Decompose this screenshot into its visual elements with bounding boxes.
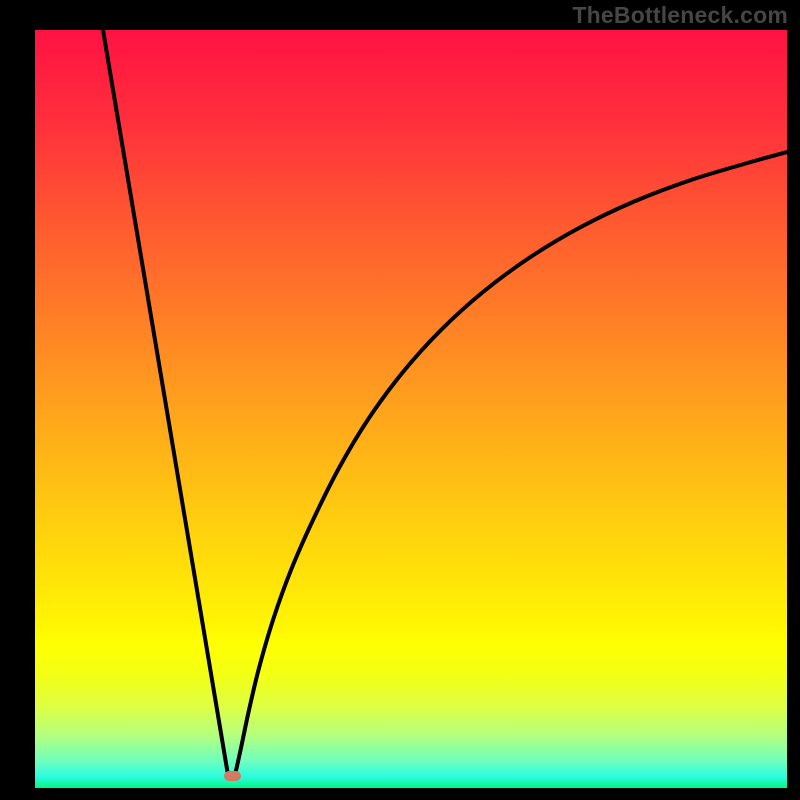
gradient-background bbox=[35, 30, 787, 788]
bottleneck-curve bbox=[103, 30, 787, 775]
watermark-text: TheBottleneck.com bbox=[572, 2, 788, 29]
vertex-marker bbox=[224, 771, 241, 781]
chart-svg bbox=[35, 30, 787, 788]
chart-frame: TheBottleneck.com bbox=[0, 0, 800, 800]
plot-area bbox=[35, 30, 787, 788]
